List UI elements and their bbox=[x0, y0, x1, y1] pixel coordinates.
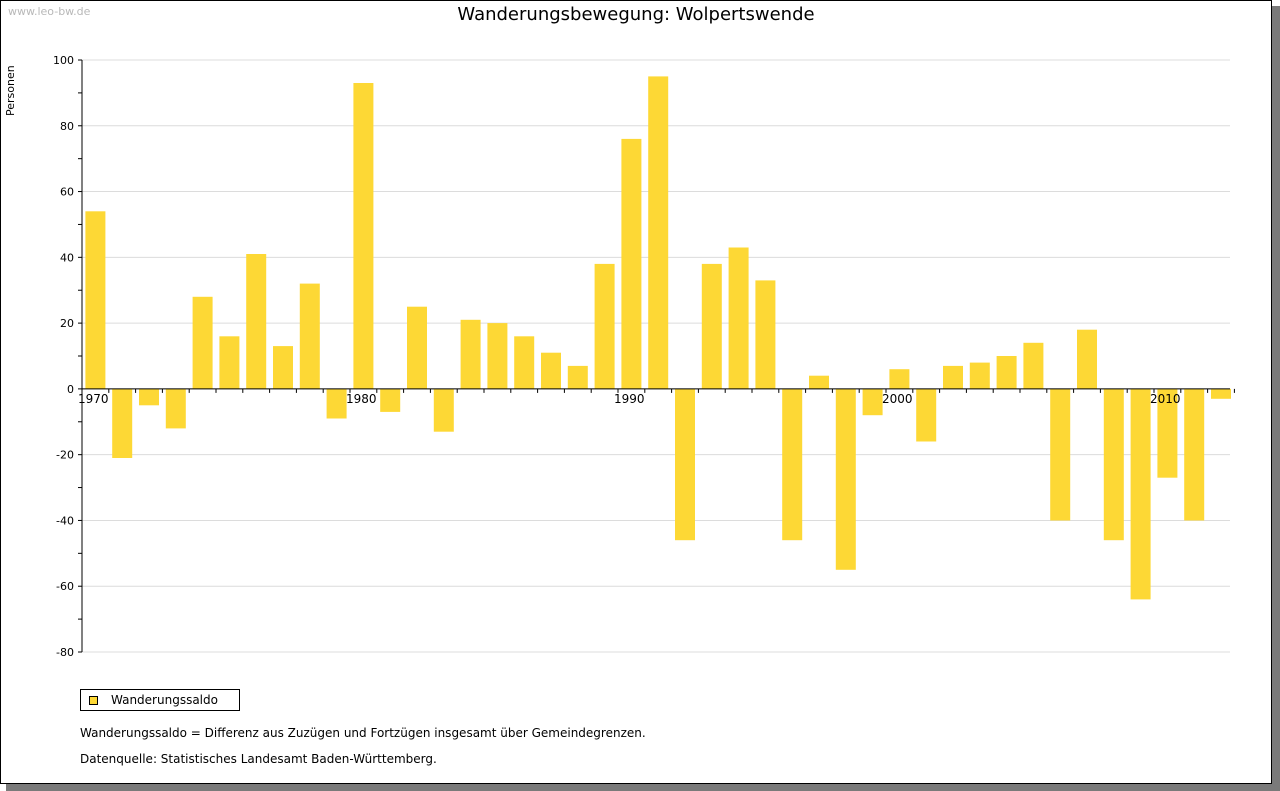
footnote: Wanderungssaldo = Differenz aus Zuzügen … bbox=[80, 726, 646, 740]
y-tick-label: -40 bbox=[56, 514, 74, 527]
bar-1974 bbox=[192, 296, 213, 389]
bar-1984 bbox=[460, 319, 481, 389]
bar-1976 bbox=[246, 254, 267, 389]
bar-2003 bbox=[969, 362, 990, 389]
bar-2012 bbox=[1211, 388, 1231, 399]
bar-2001 bbox=[916, 388, 937, 442]
y-tick-label: 0 bbox=[67, 383, 74, 396]
bar-1971 bbox=[112, 388, 133, 458]
data-source: Datenquelle: Statistisches Landesamt Bad… bbox=[80, 752, 437, 766]
bar-1982 bbox=[407, 306, 427, 389]
bar-1978 bbox=[299, 283, 320, 389]
bar-1977 bbox=[273, 346, 293, 389]
y-tick-label: 40 bbox=[60, 251, 74, 264]
bar-1983 bbox=[433, 388, 454, 432]
y-tick-label: 80 bbox=[60, 120, 74, 133]
bar-2007 bbox=[1077, 329, 1097, 389]
bar-2008 bbox=[1103, 388, 1124, 541]
x-tick-label: 1970 bbox=[78, 392, 109, 406]
bar-1992 bbox=[675, 388, 695, 541]
bar-1970 bbox=[85, 211, 106, 389]
frame-shadow-right bbox=[1272, 6, 1280, 791]
legend: Wanderungssaldo bbox=[80, 689, 240, 711]
bar-2005 bbox=[1023, 342, 1044, 389]
frame-shadow-bottom bbox=[6, 784, 1280, 791]
bar-2006 bbox=[1050, 388, 1071, 521]
bar-1980 bbox=[353, 83, 374, 389]
bar-1988 bbox=[567, 365, 588, 389]
legend-swatch bbox=[89, 696, 98, 705]
bar-1973 bbox=[165, 388, 186, 429]
bar-1996 bbox=[782, 388, 803, 541]
bar-2009 bbox=[1130, 388, 1151, 600]
y-tick-label: 60 bbox=[60, 186, 74, 199]
x-tick-label: 1980 bbox=[346, 392, 377, 406]
bar-1972 bbox=[139, 388, 159, 406]
bar-1985 bbox=[487, 323, 508, 389]
y-tick-label: 20 bbox=[60, 317, 74, 330]
bar-2011 bbox=[1184, 388, 1205, 521]
x-tick-label: 2010 bbox=[1150, 392, 1181, 406]
bar-1975 bbox=[219, 336, 240, 389]
chart-title: Wanderungsbewegung: Wolpertswende bbox=[457, 4, 815, 25]
bar-1998 bbox=[835, 388, 856, 570]
bar-1994 bbox=[728, 247, 749, 389]
x-tick-label: 2000 bbox=[882, 392, 913, 406]
y-tick-label: -80 bbox=[56, 646, 74, 659]
bar-1997 bbox=[809, 375, 829, 389]
y-tick-label: -60 bbox=[56, 580, 74, 593]
bar-1981 bbox=[380, 388, 401, 412]
legend-label: Wanderungssaldo bbox=[111, 693, 218, 707]
bar-1999 bbox=[862, 388, 883, 416]
bar-1987 bbox=[541, 352, 561, 389]
watermark: www.leo-bw.de bbox=[8, 5, 91, 18]
bar-1993 bbox=[701, 263, 722, 389]
bar-1990 bbox=[621, 138, 642, 389]
bar-2000 bbox=[889, 369, 910, 389]
bar-2010 bbox=[1157, 388, 1178, 478]
bar-1979 bbox=[326, 388, 347, 419]
bar-1991 bbox=[648, 76, 669, 389]
y-tick-label: 100 bbox=[53, 54, 74, 67]
bar-2002 bbox=[943, 365, 963, 389]
y-tick-label: -20 bbox=[56, 449, 74, 462]
bar-1995 bbox=[755, 280, 776, 389]
bar-1986 bbox=[514, 336, 535, 389]
x-tick-label: 1990 bbox=[614, 392, 645, 406]
bar-2004 bbox=[996, 356, 1017, 389]
bar-1989 bbox=[594, 263, 615, 389]
